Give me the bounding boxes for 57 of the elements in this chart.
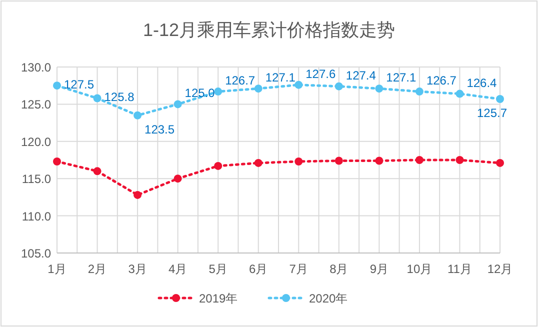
x-tick-label: 8月 xyxy=(330,262,348,276)
x-tick-label: 10月 xyxy=(406,262,432,276)
x-tick-label: 7月 xyxy=(289,262,308,276)
y-tick-label: 115.0 xyxy=(22,172,52,186)
point xyxy=(456,156,464,164)
data-label: 125.8 xyxy=(104,90,135,104)
point xyxy=(415,88,424,96)
point xyxy=(254,158,262,167)
y-tick-label: 120.0 xyxy=(20,134,52,149)
data-label: 126.4 xyxy=(466,76,498,90)
x-tick-label: 9月 xyxy=(370,262,389,276)
data-label: 127.1 xyxy=(265,70,296,85)
y-tick-label: 110.0 xyxy=(22,209,52,224)
data-label: 127.5 xyxy=(64,78,94,92)
x-tick-label: 11月 xyxy=(447,262,472,276)
point xyxy=(496,94,504,103)
data-label: 126.7 xyxy=(225,74,256,88)
point xyxy=(93,167,102,176)
point xyxy=(53,82,61,90)
point xyxy=(456,90,464,98)
point xyxy=(496,158,504,167)
data-label: 125.0 xyxy=(184,86,216,100)
data-label: 127.1 xyxy=(386,70,417,85)
point xyxy=(134,111,142,120)
point xyxy=(334,82,343,90)
x-tick-label: 2月 xyxy=(88,262,107,276)
point xyxy=(294,157,303,166)
y-tick-label: 125.0 xyxy=(20,98,52,112)
point xyxy=(214,88,222,96)
point xyxy=(53,157,61,166)
x-tick-label: 4月 xyxy=(168,262,188,276)
chart-title: 1-12月乘用车累计价格指数走势 xyxy=(142,20,396,40)
data-label: 123.5 xyxy=(144,122,175,136)
x-tick-label: 12月 xyxy=(487,262,513,276)
point xyxy=(174,174,182,183)
point xyxy=(415,156,424,164)
x-tick-label: 6月 xyxy=(249,262,268,276)
point xyxy=(375,156,384,165)
data-label: 127.4 xyxy=(346,68,376,82)
point xyxy=(294,80,303,89)
point xyxy=(214,162,222,170)
legend-label: 2020年 xyxy=(309,292,348,306)
data-label: 126.7 xyxy=(426,74,457,88)
y-tick-label: 105.0 xyxy=(20,246,52,260)
point xyxy=(93,94,102,102)
data-label: 127.6 xyxy=(306,66,336,81)
x-tick-label: 3月 xyxy=(128,262,147,276)
point xyxy=(134,190,142,199)
point xyxy=(375,84,384,93)
legend-label: 2019年 xyxy=(199,292,238,306)
x-tick-label: 1月 xyxy=(48,262,66,276)
x-tick-label: 5月 xyxy=(208,262,228,276)
point xyxy=(254,84,262,93)
data-label: 125.7 xyxy=(476,106,508,120)
point xyxy=(174,100,182,108)
point xyxy=(334,156,343,165)
y-tick-label: 130.0 xyxy=(20,60,52,74)
